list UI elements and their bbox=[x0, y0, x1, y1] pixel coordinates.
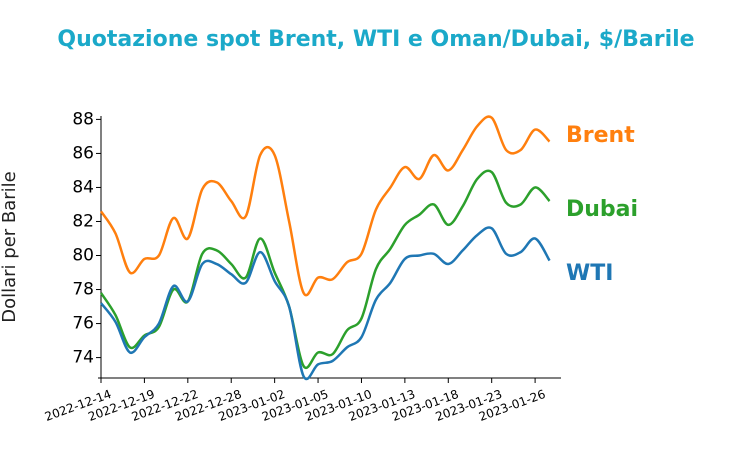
series-line bbox=[100, 226, 551, 381]
y-tick-label: 88 bbox=[72, 109, 94, 129]
series-label: WTI bbox=[566, 261, 613, 286]
y-tick-label: 76 bbox=[72, 314, 94, 334]
chart-title: Quotazione spot Brent, WTI e Oman/Dubai,… bbox=[57, 27, 694, 52]
y-tick-label: 82 bbox=[72, 211, 94, 231]
y-tick-label: 86 bbox=[72, 143, 94, 163]
y-axis-label: Dollari per Barile bbox=[0, 171, 20, 323]
y-tick-label: 78 bbox=[72, 280, 94, 300]
y-tick-label: 74 bbox=[72, 348, 94, 368]
series-label: Brent bbox=[566, 123, 635, 148]
series-line bbox=[99, 169, 551, 370]
series-line bbox=[99, 115, 551, 297]
y-tick-label: 84 bbox=[72, 177, 94, 197]
series-label: Dubai bbox=[566, 197, 638, 222]
y-tick-label: 80 bbox=[72, 246, 94, 266]
